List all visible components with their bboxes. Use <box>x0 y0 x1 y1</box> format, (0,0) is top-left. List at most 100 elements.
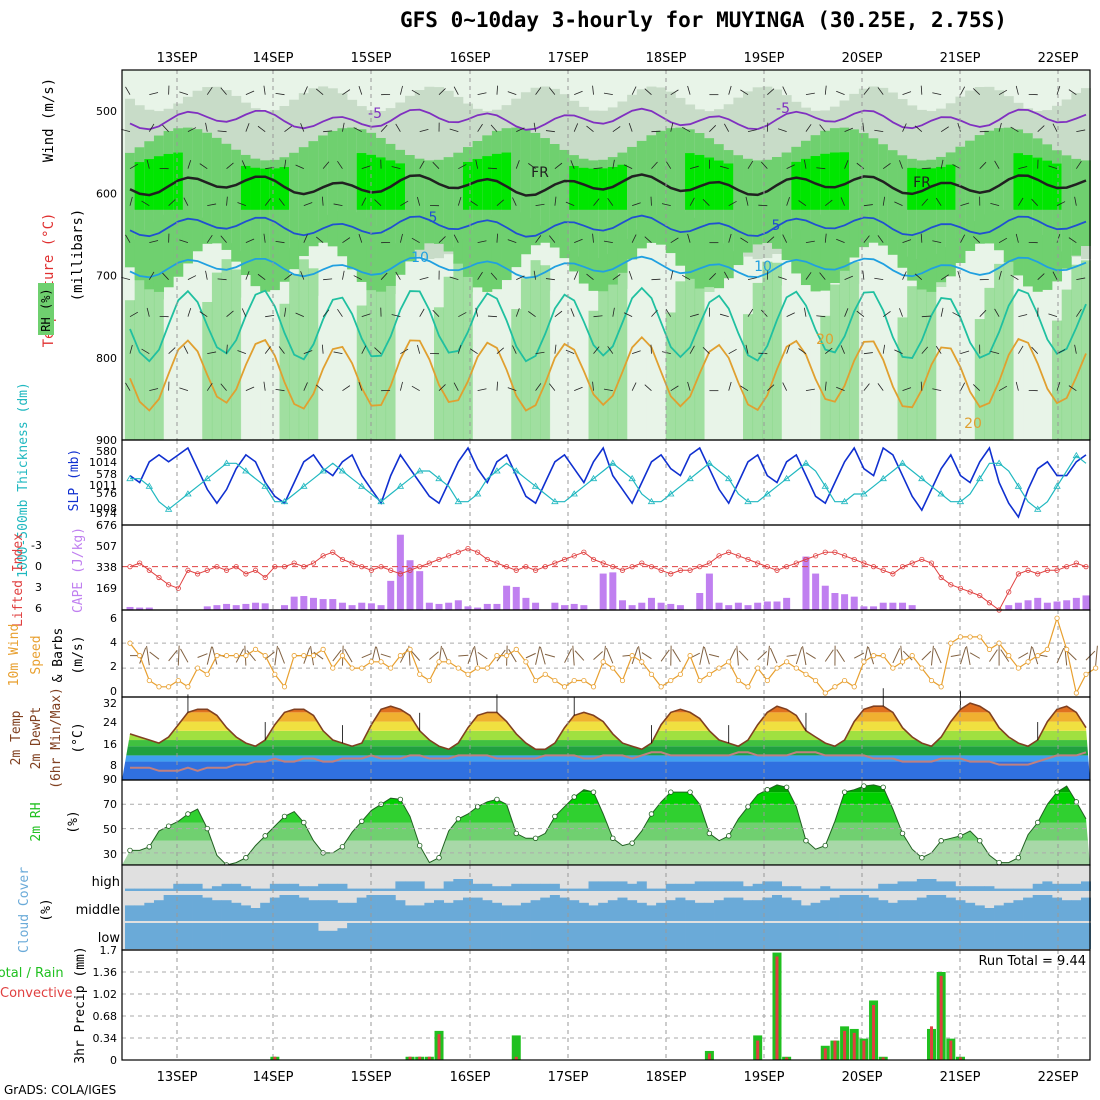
rh-band-low <box>376 259 387 440</box>
wind-marker <box>977 634 983 640</box>
rh-band-bright <box>800 158 811 210</box>
wind-barb <box>882 196 886 206</box>
wind-marker <box>784 659 790 665</box>
rh-band-green <box>656 130 667 245</box>
rh-band-green <box>260 160 271 292</box>
wind-barb <box>882 344 886 354</box>
date-label-top: 14SEP <box>253 51 294 66</box>
wind-barb <box>323 278 333 281</box>
surface-wind-barb <box>572 645 575 666</box>
wind-barb <box>747 277 757 281</box>
precip-convective-bar <box>418 1056 422 1060</box>
wind-barb <box>391 314 401 318</box>
date-label-top: 13SEP <box>157 51 198 66</box>
rh-line <box>130 784 1087 866</box>
surface-wind-barb <box>930 645 934 666</box>
cloud-high-bar <box>578 888 589 891</box>
surface-wind-barb <box>399 648 409 663</box>
cape-bar <box>483 603 491 610</box>
wind-barb <box>241 308 247 317</box>
rh-marker <box>436 855 442 861</box>
cape-bar <box>561 605 569 610</box>
surface-wind-barb <box>641 652 652 660</box>
wind-barb <box>419 128 429 133</box>
rh-marker <box>841 789 848 795</box>
rh-marker <box>590 789 597 795</box>
wind-barb <box>361 345 367 354</box>
precip-convective-bar <box>872 1005 876 1060</box>
cloud-middle-bar <box>598 902 609 921</box>
wind-barb <box>333 203 343 207</box>
rh-marker <box>938 838 944 844</box>
rh-band-green <box>887 150 898 255</box>
wind-barb <box>973 384 981 391</box>
rh-band-low <box>617 264 628 440</box>
rh-band-bright <box>607 166 618 210</box>
rh-band-green <box>298 147 309 257</box>
cape-bar <box>763 601 771 610</box>
rh-band-bright <box>907 167 918 210</box>
wind-marker <box>1015 665 1022 671</box>
cloud-middle-bar <box>1003 902 1014 921</box>
wind-barb <box>844 308 849 317</box>
cape-bar <box>850 596 858 610</box>
temp-band <box>122 755 1090 762</box>
wind-barb <box>337 308 343 317</box>
wind-barb <box>353 127 362 133</box>
lifted-marker <box>494 560 500 566</box>
cape-bar <box>367 603 375 610</box>
wind-barb <box>168 199 176 206</box>
wind-tick: 0 <box>110 685 117 698</box>
wind-marker <box>214 653 220 659</box>
wind-marker <box>465 671 471 677</box>
wind-barb <box>453 382 459 391</box>
wind-barb <box>512 197 517 206</box>
surface-wind-barb <box>757 651 768 661</box>
wind-barb <box>1048 165 1058 170</box>
cape-bar <box>667 603 675 610</box>
cloud-high-bar <box>858 888 869 891</box>
surface-wind-barb <box>544 653 556 658</box>
cape-bar <box>908 605 916 610</box>
cape-bar <box>802 556 810 610</box>
rh-band-bright <box>694 154 705 210</box>
wind-marker <box>745 684 751 690</box>
cape-bar <box>1053 601 1061 610</box>
cloud-low-bar <box>405 923 416 949</box>
wind-barb <box>206 382 213 391</box>
wind-marker <box>851 684 857 690</box>
lifted-marker <box>1025 567 1031 573</box>
cape-bar <box>532 602 540 610</box>
cloud-middle-bar <box>462 897 473 921</box>
cloud-level-label: middle <box>76 903 120 918</box>
thickness-marker <box>319 467 327 474</box>
wind-barb <box>545 278 555 281</box>
rh-band-green <box>771 157 782 249</box>
lifted-marker <box>948 582 954 588</box>
lifted-marker <box>339 556 346 563</box>
wind-barb <box>825 347 833 354</box>
wind-marker <box>156 684 162 690</box>
wind-barb <box>914 273 923 280</box>
wind-barb <box>453 86 459 95</box>
cloud-middle-bar <box>1032 895 1043 921</box>
surface-wind-barb <box>535 646 541 665</box>
slp-label: SLP (mb) <box>67 449 82 512</box>
rh-band-green <box>511 127 522 268</box>
surface-wind-barb <box>574 650 585 661</box>
surface-wind-barb <box>139 647 147 664</box>
wind-barb <box>840 197 845 206</box>
temp-tick: 8 <box>110 759 117 772</box>
wind-barb <box>391 166 401 170</box>
cloud-low-bar <box>771 923 782 949</box>
lifted-marker <box>455 549 461 555</box>
wind-barb <box>728 200 737 207</box>
rh-band-bright <box>385 160 396 210</box>
lifted-marker <box>928 560 935 566</box>
date-label-bottom: 21SEP <box>940 1070 981 1085</box>
cloud-low-bar <box>607 923 618 949</box>
rh-band-bright <box>617 164 628 210</box>
wind-marker <box>755 665 761 671</box>
lifted-marker <box>320 553 326 559</box>
cape-tick: 507 <box>96 540 117 553</box>
